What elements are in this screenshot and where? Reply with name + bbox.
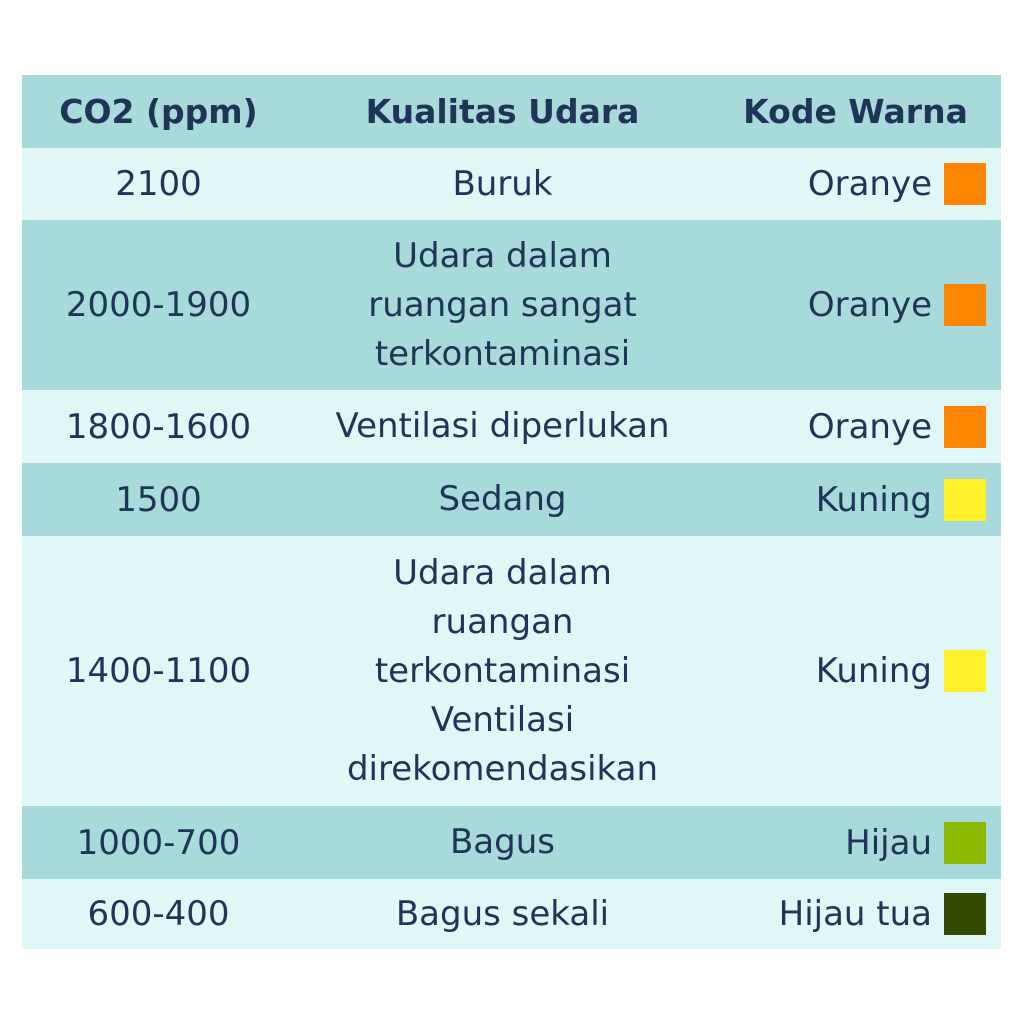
quality-cell: Bagus (449, 822, 555, 862)
color-code-cell: Kuning (710, 650, 1001, 692)
color-swatch (944, 650, 986, 692)
header-co2: CO2 (ppm) (59, 92, 258, 131)
co2-cell: 1400-1100 (65, 651, 252, 691)
header-quality: Kualitas Udara (365, 92, 640, 131)
table-row: 2100 Buruk Oranye (22, 148, 1001, 220)
quality-cell: Ventilasi diperlukan (335, 406, 670, 446)
header-color-code: Kode Warna (743, 92, 968, 131)
color-swatch (944, 405, 986, 448)
table-row: 2000-1900 Udara dalam ruangan sangat terk… (22, 220, 1001, 390)
color-code-cell: Oranye (710, 284, 1001, 326)
color-code-cell: Hijau (710, 821, 1001, 864)
color-name: Oranye (807, 164, 932, 204)
table-row: 1400-1100 Udara dalam ruangan terkontamin… (22, 536, 1001, 806)
co2-cell: 1000-700 (76, 822, 241, 863)
table-row: 1000-700 Bagus Hijau (22, 806, 1001, 879)
color-name: Hijau (845, 822, 932, 863)
header-row: CO2 (ppm) Kualitas Udara Kode Warna (22, 75, 1001, 148)
color-swatch (944, 284, 986, 326)
co2-cell: 2000-1900 (65, 285, 252, 325)
quality-cell: Udara dalam ruangan sangat terkontaminas… (368, 235, 637, 374)
quality-cell: Buruk (452, 163, 553, 204)
color-code-cell: Oranye (710, 163, 1001, 205)
color-code-cell: Kuning (710, 478, 1001, 521)
color-code-cell: Hijau tua (710, 893, 1001, 935)
quality-cell: Sedang (438, 479, 567, 519)
color-name: Hijau tua (778, 894, 932, 934)
co2-cell: 2100 (115, 164, 202, 204)
table-row: 1500 Sedang Kuning (22, 463, 1001, 536)
table-row: 600-400 Bagus sekali Hijau tua (22, 879, 1001, 949)
color-swatch (944, 478, 986, 521)
quality-cell: Udara dalam ruangan terkontaminasi Venti… (346, 552, 659, 789)
co2-air-quality-table: CO2 (ppm) Kualitas Udara Kode Warna 2100… (22, 75, 1001, 949)
co2-cell: 600-400 (87, 894, 230, 934)
color-swatch (944, 893, 986, 935)
co2-cell: 1500 (115, 479, 202, 520)
co2-cell: 1800-1600 (65, 406, 252, 447)
quality-cell: Bagus sekali (395, 893, 610, 934)
color-swatch (944, 821, 986, 864)
table-row: 1800-1600 Ventilasi diperlukan Oranye (22, 390, 1001, 463)
color-name: Kuning (815, 479, 932, 520)
color-name: Oranye (807, 406, 932, 447)
color-code-cell: Oranye (710, 405, 1001, 448)
color-name: Oranye (807, 285, 932, 325)
color-name: Kuning (815, 651, 932, 691)
color-swatch (944, 163, 986, 205)
